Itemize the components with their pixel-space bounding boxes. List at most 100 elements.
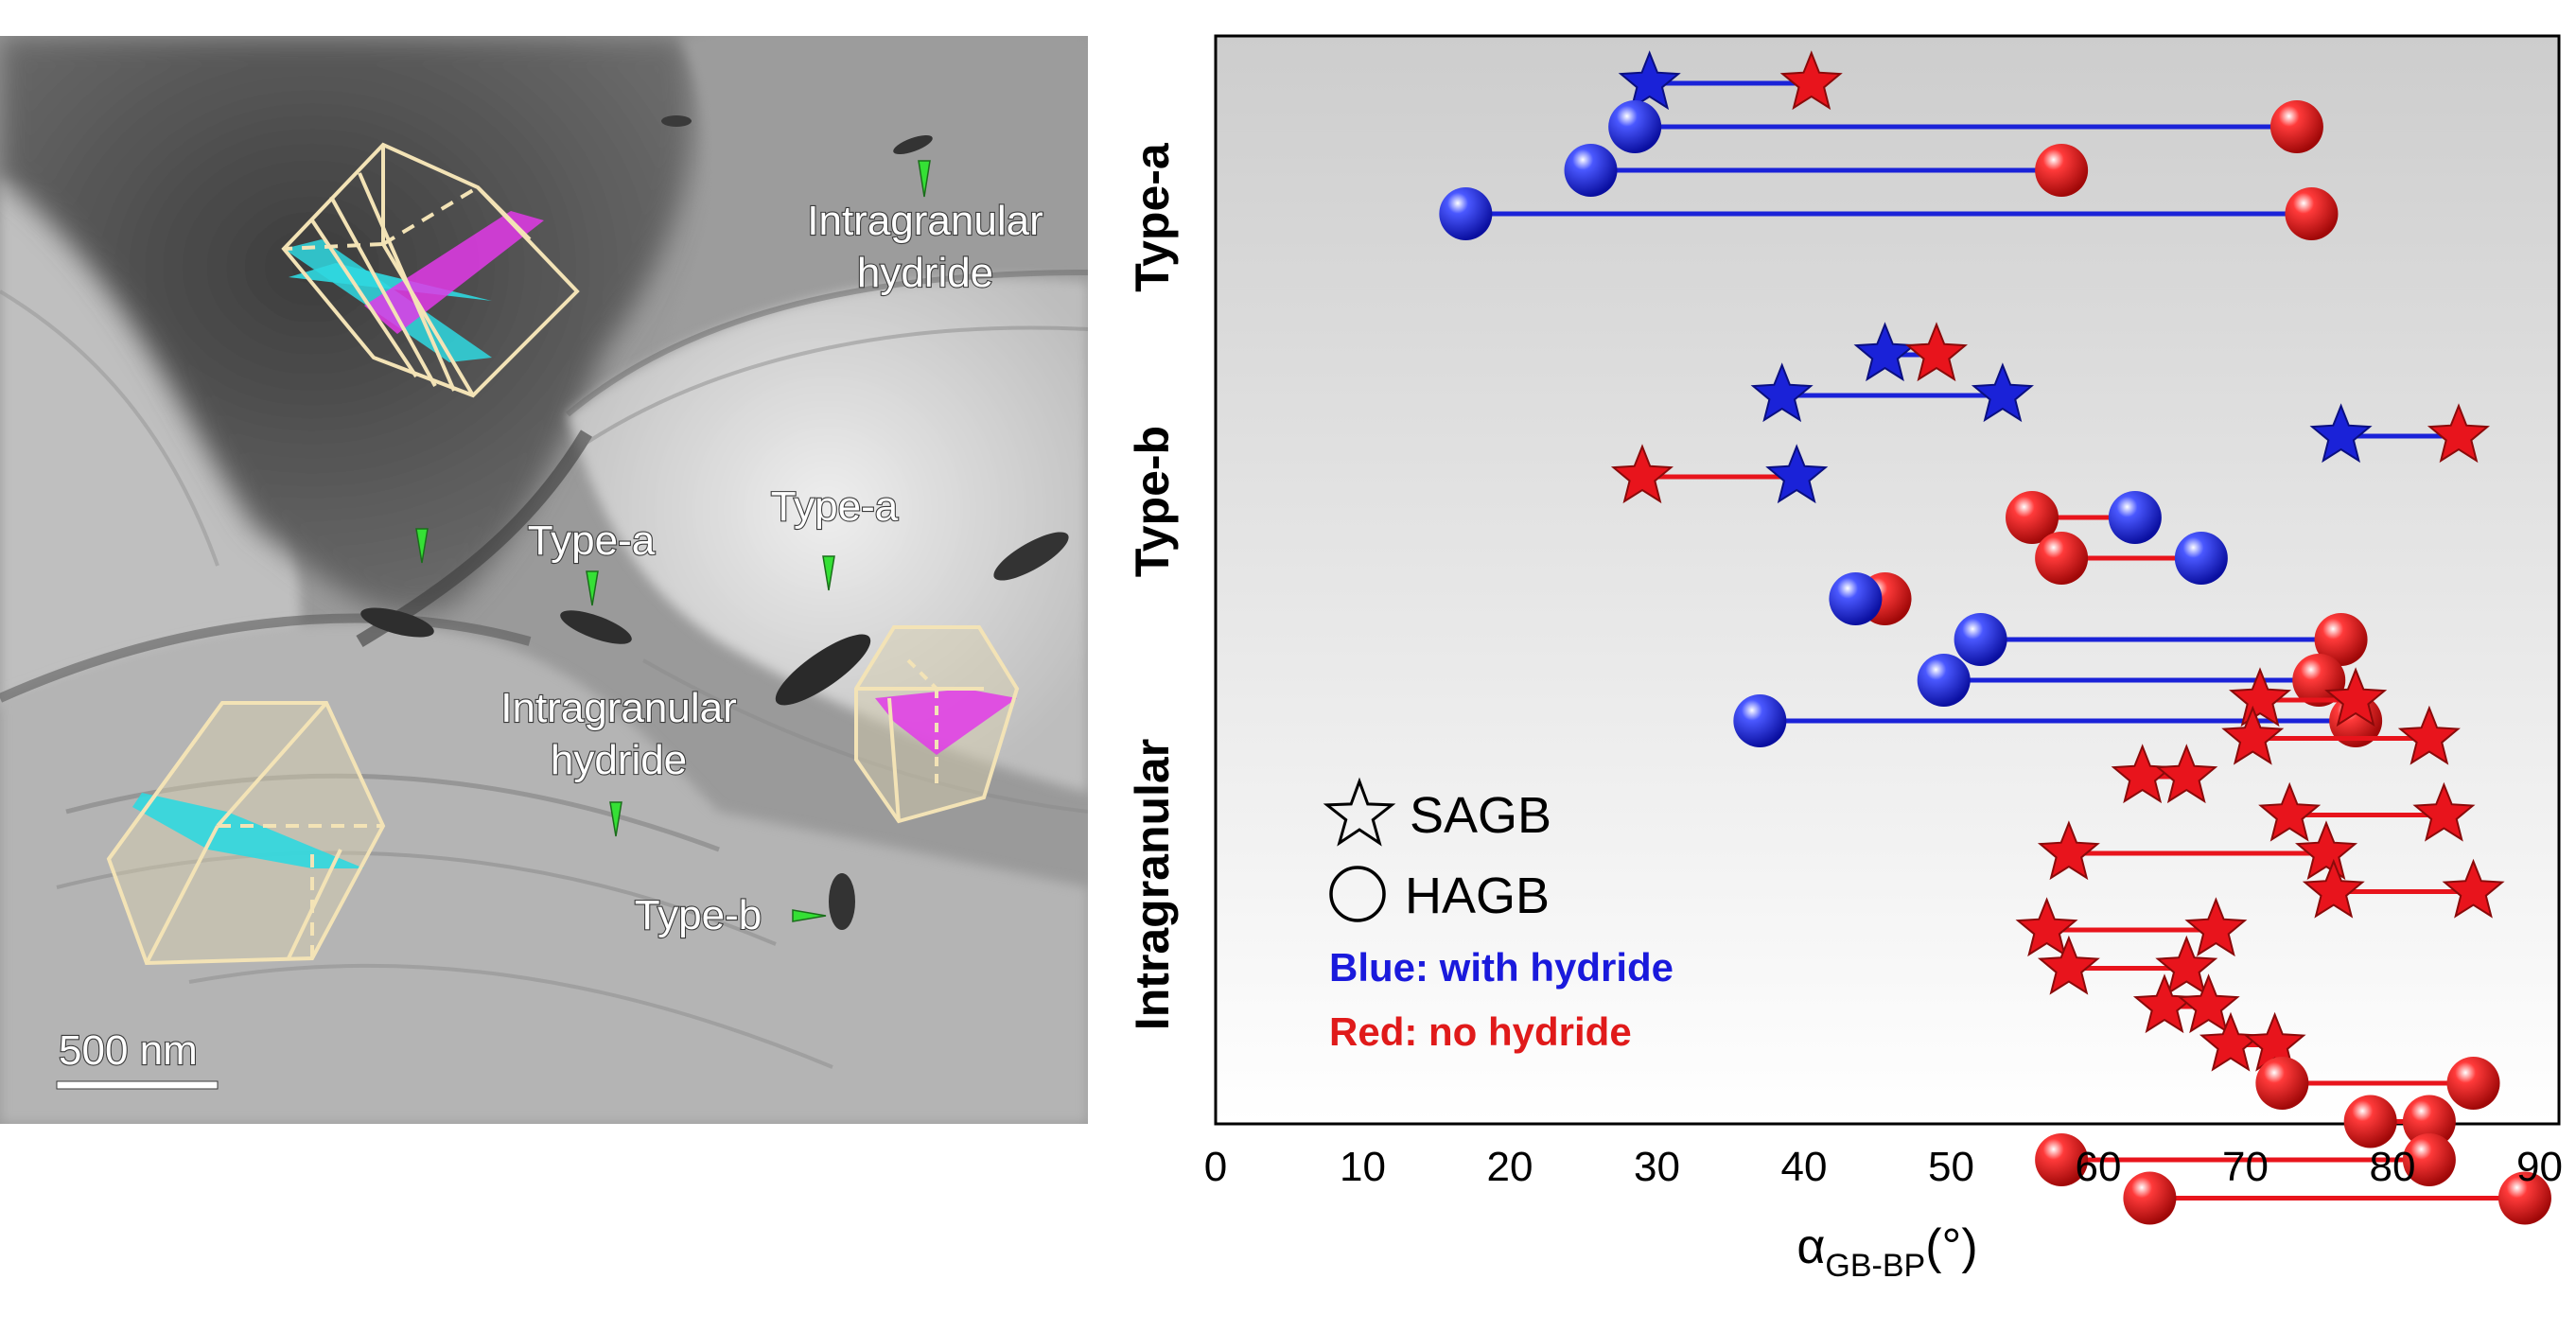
sagb-star-no-hydride [2177,973,2240,1034]
sagb-star-no-hydride [2324,667,2388,727]
hagb-circle-with-hydride [1439,187,1493,240]
grain-boundary [56,850,777,946]
x-tick-label: 50 [1928,1144,1974,1190]
row-label-intragranular: Intragranular [1126,739,1179,1030]
hydride-streak [893,135,933,154]
x-axis-title-unit: (°) [1925,1219,1977,1274]
hydride-streak [993,532,1069,581]
grain-boundary [0,289,219,567]
legend-circle-icon [1329,866,1386,922]
hagb-circle-no-hydride [2035,144,2089,197]
hagb-circle-with-hydride [2174,532,2228,585]
legend-note-red: Red: no hydride [1329,1009,1632,1054]
x-tick-label: 10 [1340,1144,1386,1190]
hagb-circle-no-hydride [2285,187,2339,240]
sagb-star-with-hydride [1750,362,1814,423]
label-intragranular-mid-line2: hydride [551,737,687,783]
tem-micrograph-panel: Intragranular hydride Type-a Type-a Intr… [0,36,1088,1124]
legend-note-blue: Blue: with hydride [1329,945,1674,990]
sagb-star-no-hydride [2037,820,2100,881]
hagb-circle-no-hydride [2255,1057,2309,1110]
hcp-cell-2 [106,701,386,966]
grain-region [0,178,301,708]
scale-bar-label: 500 nm [59,1027,198,1074]
x-tick-label: 60 [2076,1144,2122,1190]
tem-micrograph: Intragranular hydride Type-a Type-a Intr… [0,36,1088,1124]
hagb-circle-no-hydride [2497,1171,2551,1225]
sagb-star-no-hydride [2037,935,2100,995]
hagb-circle-with-hydride [1733,694,1787,747]
hagb-circle-with-hydride [1564,144,1618,197]
x-axis-ticks: 0 10 20 30 40 50 60 70 80 90 [1204,1144,2563,1190]
data-pairs [1439,50,2551,1225]
label-intragranular-top-line1: Intragranular [807,198,1043,244]
x-tick-label: 20 [1487,1144,1533,1190]
hcp-cell-1 [281,142,580,398]
hagb-circle-no-hydride [2035,532,2089,585]
label-type-b: Type-b [635,892,762,938]
legend-star-icon [1323,777,1396,847]
marker-arrow-icon [918,160,931,198]
grain-boundary [585,325,1088,445]
x-axis-title-subscript: GB-BP [1825,1248,1925,1284]
label-type-a-left: Type-a [528,517,656,564]
x-axis-title-symbol: α [1796,1219,1825,1274]
marker-arrow-icon [586,570,599,606]
hydride-streak [661,115,692,127]
legend-label-sagb: SAGB [1410,787,1551,844]
sagb-star-no-hydride [1610,444,1674,504]
hagb-circle-no-hydride [2035,1133,2089,1186]
grain-region [568,277,1088,793]
label-type-a-right: Type-a [771,483,899,530]
hagb-circle-no-hydride [2446,1057,2500,1110]
label-intragranular-top-line2: hydride [857,250,993,296]
label-intragranular-mid-line1: Intragranular [500,685,736,731]
hagb-circle-no-hydride [2269,100,2323,153]
hagb-circle-with-hydride [1917,654,1971,707]
sagb-star-no-hydride [2442,858,2505,919]
sagb-star-no-hydride [2015,897,2078,957]
hagb-circle-no-hydride [2343,1095,2397,1148]
scale-bar [56,1080,219,1090]
x-tick-label: 70 [2222,1144,2269,1190]
sagb-star-no-hydride [2412,781,2476,842]
grain-region [0,622,1088,1124]
hagb-circle-with-hydride [1829,572,1883,625]
grain-boundary [566,270,1088,417]
hagb-circle-with-hydride [1954,613,2007,666]
grain-boundary [0,613,532,703]
sagb-star-no-hydride [2184,897,2248,957]
hydride-streak [775,634,871,706]
sagb-star-no-hydride [2155,744,2218,804]
x-tick-label: 0 [1204,1144,1227,1190]
hydride-markers [415,160,931,922]
sagb-star-no-hydride [2229,667,2292,727]
hydride-streak [560,610,632,644]
chart-panel: 0 10 20 30 40 50 60 70 80 90 Type-a Type-b Intrag… [1088,0,2576,1332]
hcp-cell-3 [854,625,1020,824]
x-tick-label: 80 [2370,1144,2416,1190]
sagb-star-no-hydride [2295,820,2358,881]
x-axis-title: αGB-BP(°) [1796,1219,1977,1284]
sagb-star-no-hydride [2258,781,2322,842]
hydride-streak [360,607,434,638]
marker-arrow-icon [822,555,835,591]
sagb-star-with-hydride [1971,362,2034,423]
sagb-star-no-hydride [2397,705,2461,765]
sagb-star-with-hydride [2309,403,2373,464]
legend: SAGB HAGB Blue: with hydride Red: no hyd… [1323,777,1674,1054]
sagb-star-no-hydride [2427,403,2490,464]
sagb-star-with-hydride [1765,444,1829,504]
x-tick-label: 90 [2516,1144,2563,1190]
hagb-circle-no-hydride [2402,1133,2456,1186]
angle-distribution-chart: 0 10 20 30 40 50 60 70 80 90 Type-a Type-b Intrag… [1126,34,2563,1284]
hagb-circle-no-hydride [2314,613,2368,666]
grain-boundary [188,963,833,1069]
marker-arrow-icon [792,909,827,922]
hagb-circle-with-hydride [2108,491,2162,544]
x-tick-label: 40 [1781,1144,1828,1190]
row-label-type-b: Type-b [1126,426,1179,577]
legend-label-hagb: HAGB [1405,868,1550,924]
sagb-star-no-hydride [2302,858,2365,919]
marker-arrow-icon [609,801,622,837]
